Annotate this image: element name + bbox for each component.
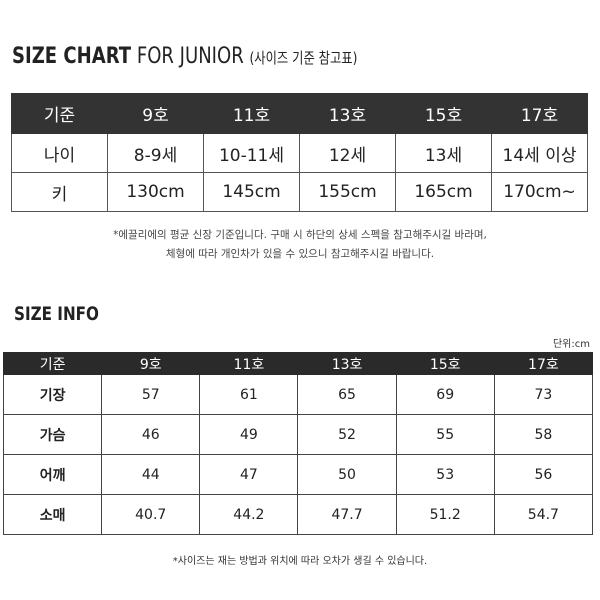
- table-row: 나이 8-9세 10-11세 12세 13세 14세 이상: [11, 133, 588, 173]
- header-cell: 11호: [203, 93, 300, 134]
- table-row: 기장 57 61 65 69 73: [2, 374, 594, 415]
- cell: 58: [493, 414, 594, 455]
- cell: 69: [395, 374, 495, 415]
- cell: 50: [297, 454, 397, 495]
- header-cell: 17호: [491, 93, 588, 134]
- cell: 170cm~: [491, 172, 588, 212]
- size-info-title: SIZE INFO: [14, 303, 99, 325]
- table-header-row: 기준 9호 11호 13호 15호 17호: [2, 352, 594, 375]
- header-cell: 9호: [107, 93, 204, 134]
- table-header-row: 기준 9호 11호 13호 15호 17호: [11, 93, 588, 134]
- title-rest: FOR JUNIOR: [136, 44, 244, 69]
- cell: 44.2: [199, 494, 299, 535]
- size-chart-title: SIZE CHART FOR JUNIOR (사이즈 기준 참고표): [12, 44, 357, 69]
- cell: 54.7: [493, 494, 594, 535]
- cell: 52: [297, 414, 397, 455]
- header-cell: 13호: [299, 93, 396, 134]
- cell: 61: [199, 374, 299, 415]
- cell: 12세: [299, 133, 396, 173]
- cell: 10-11세: [203, 133, 300, 173]
- size-chart-note: *에끌리에의 평균 신장 기준입니다. 구매 시 하단의 상세 스펙을 참고해주…: [0, 226, 600, 264]
- cell: 155cm: [299, 172, 396, 212]
- note-line: *에끌리에의 평균 신장 기준입니다. 구매 시 하단의 상세 스펙을 참고해주…: [113, 229, 487, 241]
- title-sub: (사이즈 기준 참고표): [249, 49, 358, 67]
- row-label: 가슴: [2, 414, 103, 455]
- table-row: 어깨 44 47 50 53 56: [2, 454, 594, 495]
- unit-label: 단위:cm: [552, 339, 590, 350]
- title-bold: SIZE CHART: [12, 44, 132, 69]
- note-line: 체형에 따라 개인차가 있을 수 있으니 참고해주시길 바랍니다.: [165, 248, 435, 260]
- cell: 65: [297, 374, 397, 415]
- table-row: 소매 40.7 44.2 47.7 51.2 54.7: [2, 494, 594, 535]
- header-cell: 15호: [395, 352, 495, 375]
- cell: 53: [395, 454, 495, 495]
- header-cell: 9호: [101, 352, 201, 375]
- cell: 47.7: [297, 494, 397, 535]
- cell: 130cm: [107, 172, 204, 212]
- row-label: 기장: [2, 374, 103, 415]
- size-info-note: *사이즈는 재는 방법과 위치에 따라 오차가 생길 수 있습니다.: [172, 556, 428, 567]
- cell: 56: [493, 454, 594, 495]
- cell: 46: [101, 414, 201, 455]
- cell: 14세 이상: [491, 133, 588, 173]
- size-chart-table: 기준 9호 11호 13호 15호 17호 나이 8-9세 10-11세 12세…: [11, 93, 588, 212]
- cell: 49: [199, 414, 299, 455]
- header-cell: 기준: [11, 93, 108, 134]
- cell: 47: [199, 454, 299, 495]
- header-cell: 15호: [395, 93, 492, 134]
- header-cell: 13호: [297, 352, 397, 375]
- size-info-table: 기준 9호 11호 13호 15호 17호 기장 57 61 65 69 73 …: [2, 352, 594, 535]
- header-cell: 기준: [2, 352, 103, 375]
- header-cell: 17호: [493, 352, 594, 375]
- header-cell: 11호: [199, 352, 299, 375]
- cell: 44: [101, 454, 201, 495]
- cell: 8-9세: [107, 133, 204, 173]
- row-label: 소매: [2, 494, 103, 535]
- cell: 73: [493, 374, 594, 415]
- cell: 40.7: [101, 494, 201, 535]
- row-label: 어깨: [2, 454, 103, 495]
- table-row: 가슴 46 49 52 55 58: [2, 414, 594, 455]
- cell: 51.2: [395, 494, 495, 535]
- cell: 55: [395, 414, 495, 455]
- cell: 165cm: [395, 172, 492, 212]
- cell: 145cm: [203, 172, 300, 212]
- row-label: 키: [11, 172, 108, 212]
- cell: 13세: [395, 133, 492, 173]
- row-label: 나이: [11, 133, 108, 173]
- cell: 57: [101, 374, 201, 415]
- table-row: 키 130cm 145cm 155cm 165cm 170cm~: [11, 172, 588, 212]
